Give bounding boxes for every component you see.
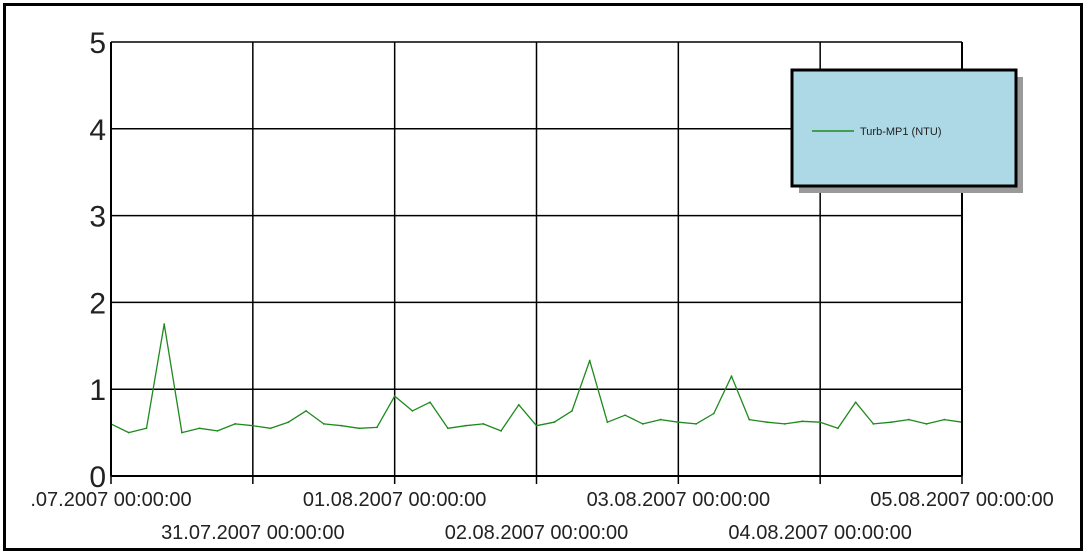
data-point xyxy=(340,424,343,427)
data-point xyxy=(163,323,166,325)
data-point xyxy=(127,431,130,434)
data-point xyxy=(429,401,432,404)
line-chart: 0 1 2 3 4 5 .07.2007 00:00:00 01.08.2007 00:00… xyxy=(30,27,1053,544)
data-point xyxy=(783,423,786,425)
data-point xyxy=(695,423,697,425)
data-point xyxy=(819,421,822,424)
legend-box xyxy=(790,68,1018,188)
data-point xyxy=(748,418,751,421)
data-point xyxy=(287,421,290,424)
y-tick-label: 4 xyxy=(89,114,106,147)
y-tick-label: 3 xyxy=(89,201,106,234)
data-point xyxy=(836,427,839,430)
data-point xyxy=(907,418,910,421)
data-point xyxy=(535,424,538,427)
x-tick-label: 03.08.2007 00:00:00 xyxy=(587,489,771,511)
data-point xyxy=(234,423,237,425)
data-point xyxy=(216,429,219,432)
data-point xyxy=(854,401,857,404)
data-point xyxy=(464,424,467,427)
data-point xyxy=(553,421,556,424)
data-point xyxy=(517,403,520,406)
legend: Turb-MP1 (NTU) xyxy=(790,68,1023,193)
data-point xyxy=(376,426,378,429)
data-point xyxy=(571,410,573,412)
data-point xyxy=(588,359,591,362)
x-tick-label: 04.08.2007 00:00:00 xyxy=(728,522,912,544)
y-tick-label: 5 xyxy=(89,27,106,60)
data-point xyxy=(181,431,183,434)
y-tick-label: 2 xyxy=(89,287,106,320)
data-point xyxy=(624,414,627,417)
y-tick-label: 1 xyxy=(89,374,106,407)
data-point xyxy=(322,423,325,425)
y-tick-label: 0 xyxy=(89,461,106,494)
x-tick-label: 31.07.2007 00:00:00 xyxy=(161,522,345,544)
data-point xyxy=(411,410,414,412)
chart-frame: 0 1 2 3 4 5 .07.2007 00:00:00 01.08.2007 00:00… xyxy=(3,3,1083,551)
x-tick-label: 01.08.2007 00:00:00 xyxy=(303,489,487,511)
data-point xyxy=(393,395,396,398)
data-point xyxy=(482,423,485,425)
x-axis-ticks: .07.2007 00:00:00 01.08.2007 00:00:00 03.0… xyxy=(30,489,1053,544)
data-point xyxy=(606,421,609,424)
data-point xyxy=(145,427,148,430)
data-point xyxy=(269,427,272,430)
data-point xyxy=(500,429,502,432)
data-point xyxy=(251,424,254,427)
plot-area xyxy=(110,323,963,434)
data-point xyxy=(198,427,201,430)
y-axis-ticks: 0 1 2 3 4 5 xyxy=(89,27,106,494)
legend-label: Turb-MP1 (NTU) xyxy=(860,126,941,138)
data-point xyxy=(659,418,662,421)
x-tick-label: .07.2007 00:00:00 xyxy=(30,489,191,511)
data-point xyxy=(943,418,946,421)
data-point xyxy=(801,420,804,423)
data-point xyxy=(712,412,715,415)
data-point xyxy=(358,427,361,430)
data-point xyxy=(766,421,768,424)
data-point xyxy=(890,421,892,424)
x-tick-label: 05.08.2007 00:00:00 xyxy=(870,489,1054,511)
data-point xyxy=(925,423,928,425)
data-point xyxy=(446,427,449,430)
data-point xyxy=(730,375,733,378)
data-point xyxy=(305,410,307,412)
data-point xyxy=(872,423,875,425)
data-point xyxy=(677,421,680,424)
x-tick-label: 02.08.2007 00:00:00 xyxy=(445,522,629,544)
data-point xyxy=(641,423,644,425)
